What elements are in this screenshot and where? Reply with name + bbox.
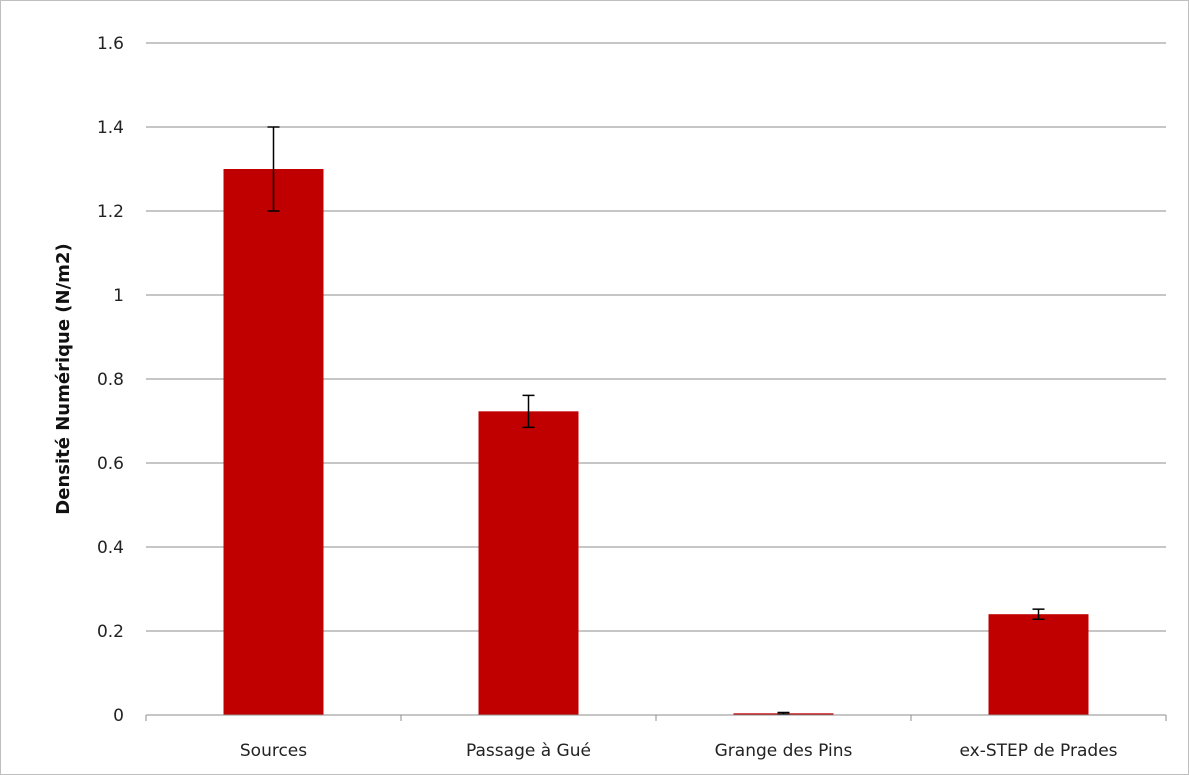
category-labels: Sources Passage à Gué Grange des Pins ex-ST…	[240, 741, 1118, 761]
y-tick-label: 0.4	[97, 538, 124, 558]
y-tick-label: 0.8	[97, 370, 124, 390]
category-label: Sources	[240, 741, 307, 761]
bar	[988, 614, 1089, 715]
y-tick-label: 1.2	[97, 202, 124, 222]
category-label: Passage à Gué	[466, 741, 591, 761]
bar	[223, 169, 324, 715]
category-label: ex-STEP de Prades	[959, 741, 1117, 761]
x-axis	[145, 714, 1167, 721]
y-tick-label: 0	[113, 706, 124, 726]
y-tick-label: 1.6	[97, 34, 124, 54]
y-tick-label: 1	[113, 286, 124, 306]
y-tick-label: 0.6	[97, 454, 124, 474]
error-bars	[267, 126, 1045, 715]
y-tick-labels: 0 0.2 0.4 0.6 0.8 1 1.2 1.4 1.6	[97, 34, 124, 726]
y-axis-title: Densité Numérique (N/m2)	[53, 243, 74, 514]
bar	[478, 411, 579, 715]
y-tick-label: 1.4	[97, 118, 124, 138]
y-tick-label: 0.2	[97, 622, 124, 642]
category-label: Grange des Pins	[715, 741, 853, 761]
bars	[223, 169, 1089, 715]
